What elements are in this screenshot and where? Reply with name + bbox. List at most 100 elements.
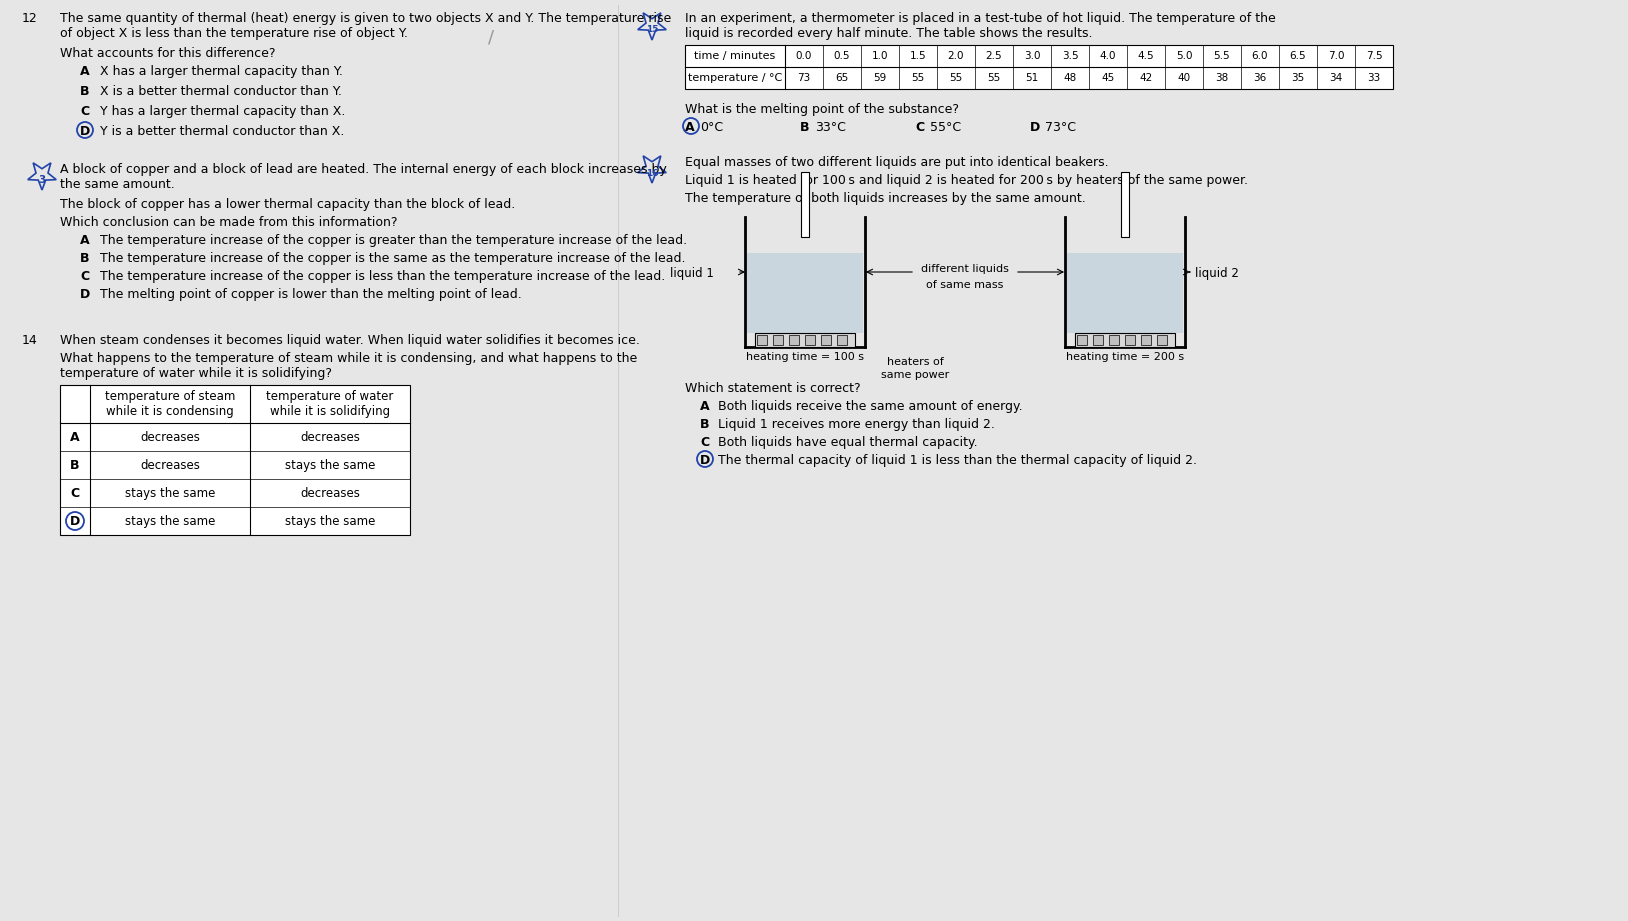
Text: temperature of water while it is solidifying?: temperature of water while it is solidif… <box>60 367 332 380</box>
Bar <box>1125 335 1135 345</box>
Text: Y has a larger thermal capacity than X.: Y has a larger thermal capacity than X. <box>99 105 345 118</box>
Text: The block of copper has a lower thermal capacity than the block of lead.: The block of copper has a lower thermal … <box>60 198 514 211</box>
Text: 16: 16 <box>646 169 658 178</box>
Text: 12: 12 <box>23 12 37 25</box>
Text: 6.0: 6.0 <box>1252 51 1268 61</box>
Text: A: A <box>700 400 710 413</box>
Text: 35: 35 <box>1291 73 1304 83</box>
Text: 73: 73 <box>798 73 811 83</box>
Text: Equal masses of two different liquids are put into identical beakers.: Equal masses of two different liquids ar… <box>685 156 1109 169</box>
Text: heating time = 100 s: heating time = 100 s <box>746 352 864 362</box>
Text: 48: 48 <box>1063 73 1076 83</box>
Text: 15: 15 <box>646 26 658 34</box>
Bar <box>757 335 767 345</box>
Bar <box>821 335 830 345</box>
Bar <box>1109 335 1118 345</box>
Bar <box>1122 172 1128 237</box>
Text: 3: 3 <box>39 175 46 185</box>
Text: X has a larger thermal capacity than Y.: X has a larger thermal capacity than Y. <box>99 65 344 78</box>
Text: B: B <box>700 418 710 431</box>
Bar <box>801 172 809 237</box>
Text: B: B <box>799 121 809 134</box>
Text: The temperature increase of the copper is the same as the temperature increase o: The temperature increase of the copper i… <box>99 252 685 265</box>
Text: of same mass: of same mass <box>926 280 1004 290</box>
Bar <box>60 385 410 535</box>
Text: D: D <box>70 515 80 528</box>
Text: Y is a better thermal conductor than X.: Y is a better thermal conductor than X. <box>99 125 345 138</box>
Text: 45: 45 <box>1102 73 1115 83</box>
Text: The melting point of copper is lower than the melting point of lead.: The melting point of copper is lower tha… <box>99 288 521 301</box>
Text: 55: 55 <box>912 73 925 83</box>
Text: time / minutes: time / minutes <box>695 51 775 61</box>
Text: 1.0: 1.0 <box>871 51 889 61</box>
Text: heaters of: heaters of <box>887 357 943 367</box>
Bar <box>747 253 863 333</box>
Text: 0°C: 0°C <box>700 121 723 134</box>
Text: 40: 40 <box>1177 73 1190 83</box>
Text: B: B <box>80 252 90 265</box>
Text: 5.0: 5.0 <box>1175 51 1192 61</box>
Text: 34: 34 <box>1330 73 1343 83</box>
Text: A: A <box>80 234 90 247</box>
Text: decreases: decreases <box>300 486 360 499</box>
Text: the same amount.: the same amount. <box>60 178 174 191</box>
Bar <box>1158 335 1167 345</box>
Text: liquid 2: liquid 2 <box>1195 267 1239 280</box>
Text: 0.0: 0.0 <box>796 51 812 61</box>
Text: A: A <box>685 121 695 134</box>
Text: 36: 36 <box>1254 73 1267 83</box>
Text: Which statement is correct?: Which statement is correct? <box>685 382 861 395</box>
Bar <box>1141 335 1151 345</box>
Text: C: C <box>80 270 90 283</box>
Text: D: D <box>700 454 710 467</box>
Text: 33: 33 <box>1368 73 1381 83</box>
Text: same power: same power <box>881 370 949 380</box>
Text: 59: 59 <box>873 73 887 83</box>
Text: D: D <box>80 125 90 138</box>
Text: stays the same: stays the same <box>285 515 374 528</box>
Text: What is the melting point of the substance?: What is the melting point of the substan… <box>685 103 959 116</box>
Text: 2.0: 2.0 <box>947 51 964 61</box>
Text: What accounts for this difference?: What accounts for this difference? <box>60 47 275 60</box>
Text: 7.0: 7.0 <box>1328 51 1345 61</box>
Text: The temperature increase of the copper is less than the temperature increase of : The temperature increase of the copper i… <box>99 270 666 283</box>
Bar <box>1074 333 1175 347</box>
Text: of object X is less than the temperature rise of object Y.: of object X is less than the temperature… <box>60 27 409 40</box>
Text: B: B <box>70 459 80 472</box>
Text: 55: 55 <box>949 73 962 83</box>
Bar <box>1066 253 1184 333</box>
Text: Liquid 1 receives more energy than liquid 2.: Liquid 1 receives more energy than liqui… <box>718 418 995 431</box>
Text: A block of copper and a block of lead are heated. The internal energy of each bl: A block of copper and a block of lead ar… <box>60 163 667 176</box>
Text: 42: 42 <box>1140 73 1153 83</box>
Text: D: D <box>1031 121 1040 134</box>
Text: What happens to the temperature of steam while it is condensing, and what happen: What happens to the temperature of steam… <box>60 352 637 365</box>
Text: In an experiment, a thermometer is placed in a test-tube of hot liquid. The temp: In an experiment, a thermometer is place… <box>685 12 1276 25</box>
Text: 0.5: 0.5 <box>834 51 850 61</box>
Text: different liquids: different liquids <box>921 264 1009 274</box>
Bar <box>685 45 1394 89</box>
Bar <box>804 335 816 345</box>
Text: 55: 55 <box>987 73 1001 83</box>
Text: Which conclusion can be made from this information?: Which conclusion can be made from this i… <box>60 216 397 229</box>
Text: 3.5: 3.5 <box>1061 51 1078 61</box>
Text: 33°C: 33°C <box>816 121 847 134</box>
Text: B: B <box>80 85 90 98</box>
Text: stays the same: stays the same <box>285 459 374 472</box>
Text: 38: 38 <box>1216 73 1229 83</box>
Text: 65: 65 <box>835 73 848 83</box>
Text: 5.5: 5.5 <box>1214 51 1231 61</box>
Text: decreases: decreases <box>140 430 200 444</box>
Bar <box>755 333 855 347</box>
Text: 6.5: 6.5 <box>1289 51 1306 61</box>
Text: When steam condenses it becomes liquid water. When liquid water solidifies it be: When steam condenses it becomes liquid w… <box>60 334 640 347</box>
Text: C: C <box>70 486 80 499</box>
Bar <box>837 335 847 345</box>
Text: The thermal capacity of liquid 1 is less than the thermal capacity of liquid 2.: The thermal capacity of liquid 1 is less… <box>718 454 1197 467</box>
Bar <box>790 335 799 345</box>
Text: 14: 14 <box>23 334 37 347</box>
Text: 4.5: 4.5 <box>1138 51 1154 61</box>
Text: /: / <box>488 28 495 46</box>
Text: temperature / °C: temperature / °C <box>689 73 781 83</box>
Text: 51: 51 <box>1026 73 1039 83</box>
Text: 55°C: 55°C <box>930 121 961 134</box>
